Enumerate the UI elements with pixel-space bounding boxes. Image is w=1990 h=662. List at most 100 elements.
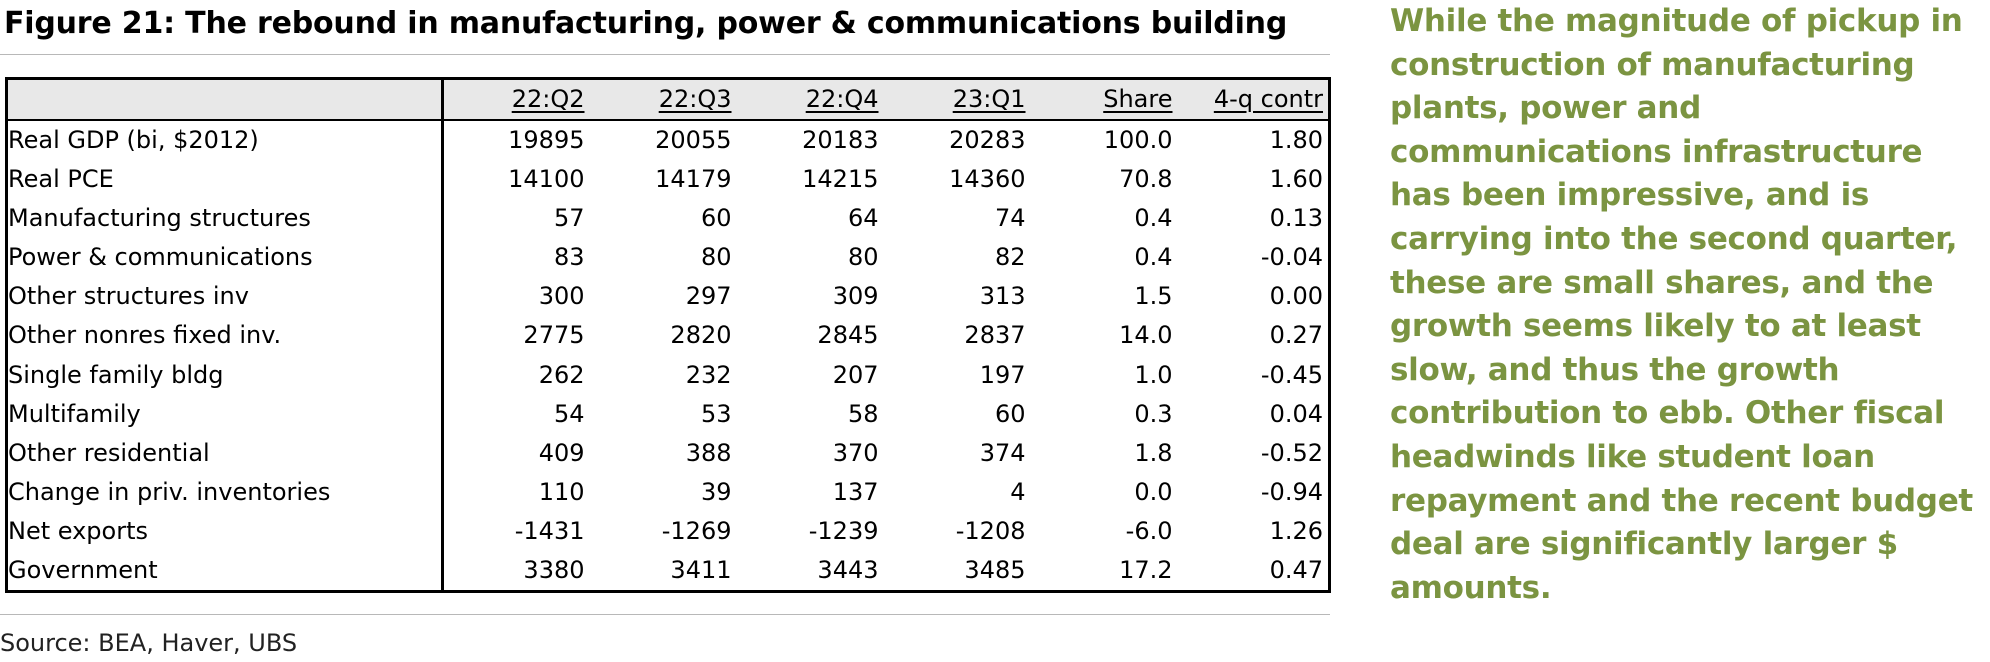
table-cell: 60 <box>994 399 1026 428</box>
table-cell: 370 <box>832 438 879 467</box>
table-cell: -1208 <box>955 516 1026 545</box>
table-cell: 137 <box>832 477 879 506</box>
row-label: Government <box>6 550 444 592</box>
table-cell: 82 <box>994 243 1026 272</box>
table-row: Change in priv. inventories 110 39 137 4 0.0 -… <box>6 472 1330 512</box>
header-label-cell <box>6 78 444 121</box>
table-row: Net exports -1431 -1269 -1239 -1208 -6.0 1.26 <box>6 511 1330 551</box>
row-label: Real PCE <box>6 160 444 200</box>
row-label: Power & communications <box>6 238 444 278</box>
table-row: Single family bldg 262 232 207 197 1.0 -0.45 <box>6 355 1330 395</box>
table-cell: 14360 <box>949 165 1026 194</box>
table-cell: 14100 <box>508 165 585 194</box>
data-table: 22:Q2 22:Q3 22:Q4 23:Q1 Share 4-q contr … <box>5 77 1331 593</box>
table-cell: 2775 <box>523 321 585 350</box>
table-cell: 3443 <box>817 555 879 584</box>
row-label: Net exports <box>6 511 444 551</box>
table-cell: 64 <box>847 204 879 233</box>
row-label: Change in priv. inventories <box>6 472 444 512</box>
column-header: 22:Q4 <box>736 78 884 121</box>
table-cell: 388 <box>685 438 732 467</box>
table-cell: 309 <box>832 282 879 311</box>
table-cell: 2845 <box>817 321 879 350</box>
table-cell: 1.8 <box>1134 438 1173 467</box>
table-cell: 20055 <box>655 126 732 154</box>
table-cell: 19895 <box>508 126 585 154</box>
table-cell: 3411 <box>670 555 732 584</box>
table-cell: 3380 <box>523 555 585 584</box>
row-label: Other structures inv <box>6 277 444 317</box>
table-cell: 17.2 <box>1119 555 1173 584</box>
table-cell: 0.04 <box>1269 399 1323 428</box>
footer-divider <box>0 614 1330 615</box>
table-row: Real GDP (bi, $2012) 19895 20055 20183 20283… <box>6 120 1330 160</box>
table-cell: 58 <box>847 399 879 428</box>
table-row: Government 3380 3411 3443 3485 17.2 0.47 <box>6 550 1330 592</box>
table-cell: 60 <box>700 204 732 233</box>
table-cell: 1.60 <box>1269 165 1323 194</box>
table-row: Manufacturing structures 57 60 64 74 0.4 0.13 <box>6 199 1330 239</box>
table-cell: 0.47 <box>1269 555 1323 584</box>
table-cell: -6.0 <box>1125 516 1173 545</box>
table-cell: -1269 <box>661 516 732 545</box>
row-label: Other residential <box>6 433 444 473</box>
table-header-row: 22:Q2 22:Q3 22:Q4 23:Q1 Share 4-q contr <box>6 78 1330 121</box>
table-cell: -1431 <box>514 516 585 545</box>
table-cell: 80 <box>700 243 732 272</box>
table-cell: 54 <box>553 399 585 428</box>
figure-title: Figure 21: The rebound in manufacturing,… <box>4 6 1288 41</box>
table-cell: 262 <box>538 360 585 389</box>
table-cell: 20283 <box>949 126 1026 154</box>
table-cell: 197 <box>979 360 1026 389</box>
table-cell: 2820 <box>670 321 732 350</box>
table-cell: 0.4 <box>1134 204 1173 233</box>
table-cell: 313 <box>979 282 1026 311</box>
row-label: Real GDP (bi, $2012) <box>6 120 444 160</box>
table-row: Power & communications 83 80 80 82 0.4 -0.04 <box>6 238 1330 278</box>
table-cell: 0.3 <box>1134 399 1173 428</box>
table-cell: 74 <box>994 204 1026 233</box>
source-note: Source: BEA, Haver, UBS <box>0 629 298 657</box>
table-cell: 232 <box>685 360 732 389</box>
table-cell: 1.26 <box>1269 516 1323 545</box>
row-label: Multifamily <box>6 394 444 434</box>
table-cell: 14215 <box>802 165 879 194</box>
table-cell: 3485 <box>964 555 1026 584</box>
table-cell: -0.45 <box>1260 360 1323 389</box>
table-row: Other residential 409 388 370 374 1.8 -0.52 <box>6 433 1330 473</box>
title-divider <box>0 54 1330 55</box>
table-row: Other nonres fixed inv. 2775 2820 2845 2837 1… <box>6 316 1330 356</box>
table-cell: 20183 <box>802 126 879 154</box>
table-row: Other structures inv 300 297 309 313 1.5 0.00 <box>6 277 1330 317</box>
table-cell: -0.94 <box>1260 477 1323 506</box>
table-cell: -1239 <box>808 516 879 545</box>
table-cell: 57 <box>553 204 585 233</box>
table-cell: 110 <box>538 477 585 506</box>
table-cell: 0.00 <box>1269 282 1323 311</box>
table-cell: 207 <box>832 360 879 389</box>
table-cell: 300 <box>538 282 585 311</box>
column-header: Share <box>1030 78 1178 121</box>
table-cell: 83 <box>553 243 585 272</box>
table-cell: -0.52 <box>1260 438 1323 467</box>
table-cell: 1.0 <box>1134 360 1173 389</box>
table-cell: 297 <box>685 282 732 311</box>
table-cell: 0.4 <box>1134 243 1173 272</box>
table-cell: 80 <box>847 243 879 272</box>
commentary-text: While the magnitude of pickup in constru… <box>1390 3 1973 606</box>
column-header: 23:Q1 <box>883 78 1031 121</box>
table-cell: 2837 <box>964 321 1026 350</box>
row-label: Single family bldg <box>6 355 444 395</box>
table-row: Real PCE 14100 14179 14215 14360 70.8 1.60 <box>6 160 1330 200</box>
table-cell: -0.04 <box>1260 243 1323 272</box>
row-label: Other nonres fixed inv. <box>6 316 444 356</box>
table-cell: 70.8 <box>1119 165 1173 194</box>
table-row: Multifamily 54 53 58 60 0.3 0.04 <box>6 394 1330 434</box>
table-cell: 0.0 <box>1134 477 1173 506</box>
table-cell: 100.0 <box>1103 126 1173 154</box>
row-label: Manufacturing structures <box>6 199 444 239</box>
table-body: Real GDP (bi, $2012) 19895 20055 20183 20283… <box>6 120 1330 592</box>
table-cell: 39 <box>700 477 732 506</box>
table-cell: 14179 <box>655 165 732 194</box>
column-header: 22:Q3 <box>589 78 737 121</box>
